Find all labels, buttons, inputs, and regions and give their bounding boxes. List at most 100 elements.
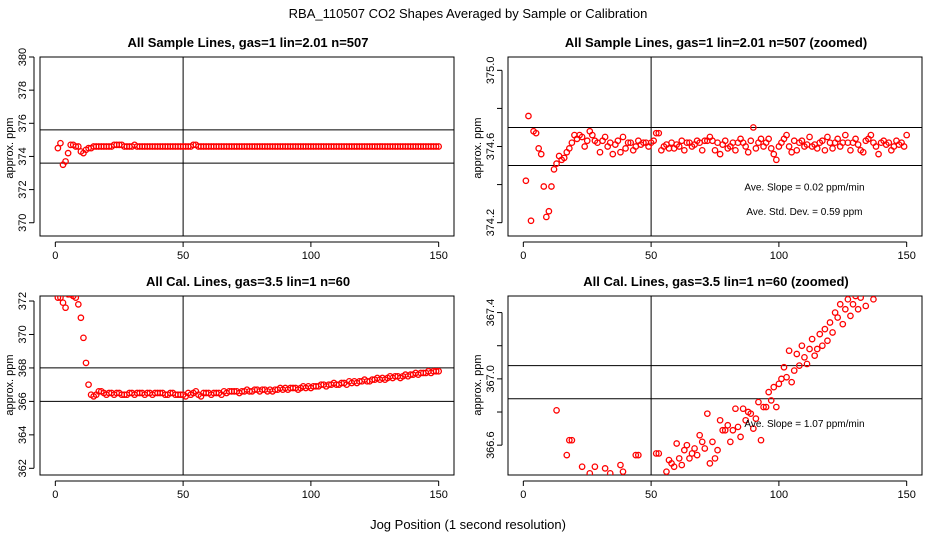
data-point [824,133,831,141]
y-tick-label: 375.0 [485,57,497,85]
data-point [563,451,571,459]
y-tick-label: 372 [17,292,29,310]
data-point [861,285,866,290]
x-tick-label: 100 [770,489,788,501]
data-point [762,403,770,411]
y-axis-label: approx. ppm [472,117,484,178]
data-point [553,407,560,414]
y-tick-label: 372 [17,180,29,198]
y-tick-label: 374.6 [485,133,497,161]
data-point [795,362,803,369]
data-point [818,137,826,145]
data-point [588,131,596,139]
data-point [565,145,573,152]
data-point [857,296,865,302]
data-point [749,425,757,432]
data-point [716,150,724,158]
data-point [650,137,658,145]
data-point [652,129,660,137]
x-tick-label: 0 [52,489,58,501]
data-point [803,360,811,368]
y-tick-label: 370 [17,214,29,232]
data-point [726,438,734,446]
data-point [834,314,842,321]
data-point [834,135,842,143]
data-point [831,309,839,316]
data-point [852,296,859,300]
x-tick-label: 150 [429,489,447,501]
data-point [675,455,683,462]
data-point [767,145,775,152]
data-point [617,148,624,156]
data-point [57,296,64,302]
plot-frame [507,56,923,237]
y-tick-label: 378 [17,81,29,99]
data-point [872,143,880,150]
y-tick-label: 374.2 [485,209,497,237]
data-point [565,436,573,444]
data-point [583,137,591,145]
data-point [790,367,798,374]
data-point [432,367,440,375]
data-point [808,335,816,343]
data-point [747,410,755,418]
data-point [770,383,778,391]
data-point [673,440,681,447]
data-point [785,347,793,355]
data-point [749,124,757,131]
data-point [535,145,543,152]
figure-x-label: Jog Position (1 second resolution) [370,517,566,532]
data-point [775,380,783,388]
data-point [678,461,686,469]
data-point [77,314,85,322]
x-tick-label: 0 [52,250,58,262]
data-point [765,135,773,143]
panel-all-cal-lines: All Cal. Lines, gas=3.5 lin=1 n=60 appro… [4,274,455,501]
data-point [734,423,742,431]
y-tick-label: 362 [17,459,29,477]
panel-title: All Cal. Lines, gas=3.5 lin=1 n=60 [146,274,350,289]
data-point [59,299,67,307]
data-point [852,135,859,143]
data-point [813,345,821,353]
data-point [601,133,609,141]
x-tick-label: 100 [302,489,320,501]
data-point [545,207,553,215]
data-point [873,283,878,288]
panel-all-sample-lines: All Sample Lines, gas=1 lin=2.01 n=507 a… [4,35,455,262]
data-point [578,463,586,471]
x-tick-label: 100 [770,250,788,262]
data-point [62,304,69,312]
data-point [64,149,72,157]
data-point [709,438,716,446]
figure-title: RBA_110507 CO2 Shapes Averaged by Sample… [289,6,648,21]
data-point [841,305,849,313]
data-point [806,345,813,353]
data-point [757,436,765,444]
annotation: Ave. Slope = 1.07 ppm/min [744,419,864,430]
data-point [826,319,834,326]
y-tick-label: 367.4 [485,299,497,327]
data-point [553,160,560,167]
data-point [683,139,691,147]
data-point [74,143,82,150]
plot-frame [507,295,923,476]
data-point [849,300,857,308]
data-point [900,143,908,150]
y-tick-label: 366.6 [485,431,497,459]
x-tick-label: 150 [897,250,915,262]
data-point [601,465,609,472]
data-point [701,445,709,452]
data-point [785,143,793,150]
data-point [670,463,678,471]
data-point [693,451,701,459]
x-tick-label: 0 [520,489,526,501]
data-point [821,325,829,333]
data-point [714,446,721,454]
data-point [663,468,670,475]
x-tick-label: 50 [177,250,189,262]
annotation: Ave. Slope = 0.02 ppm/min [744,182,864,193]
data-point [532,129,540,137]
points-group [553,283,880,475]
